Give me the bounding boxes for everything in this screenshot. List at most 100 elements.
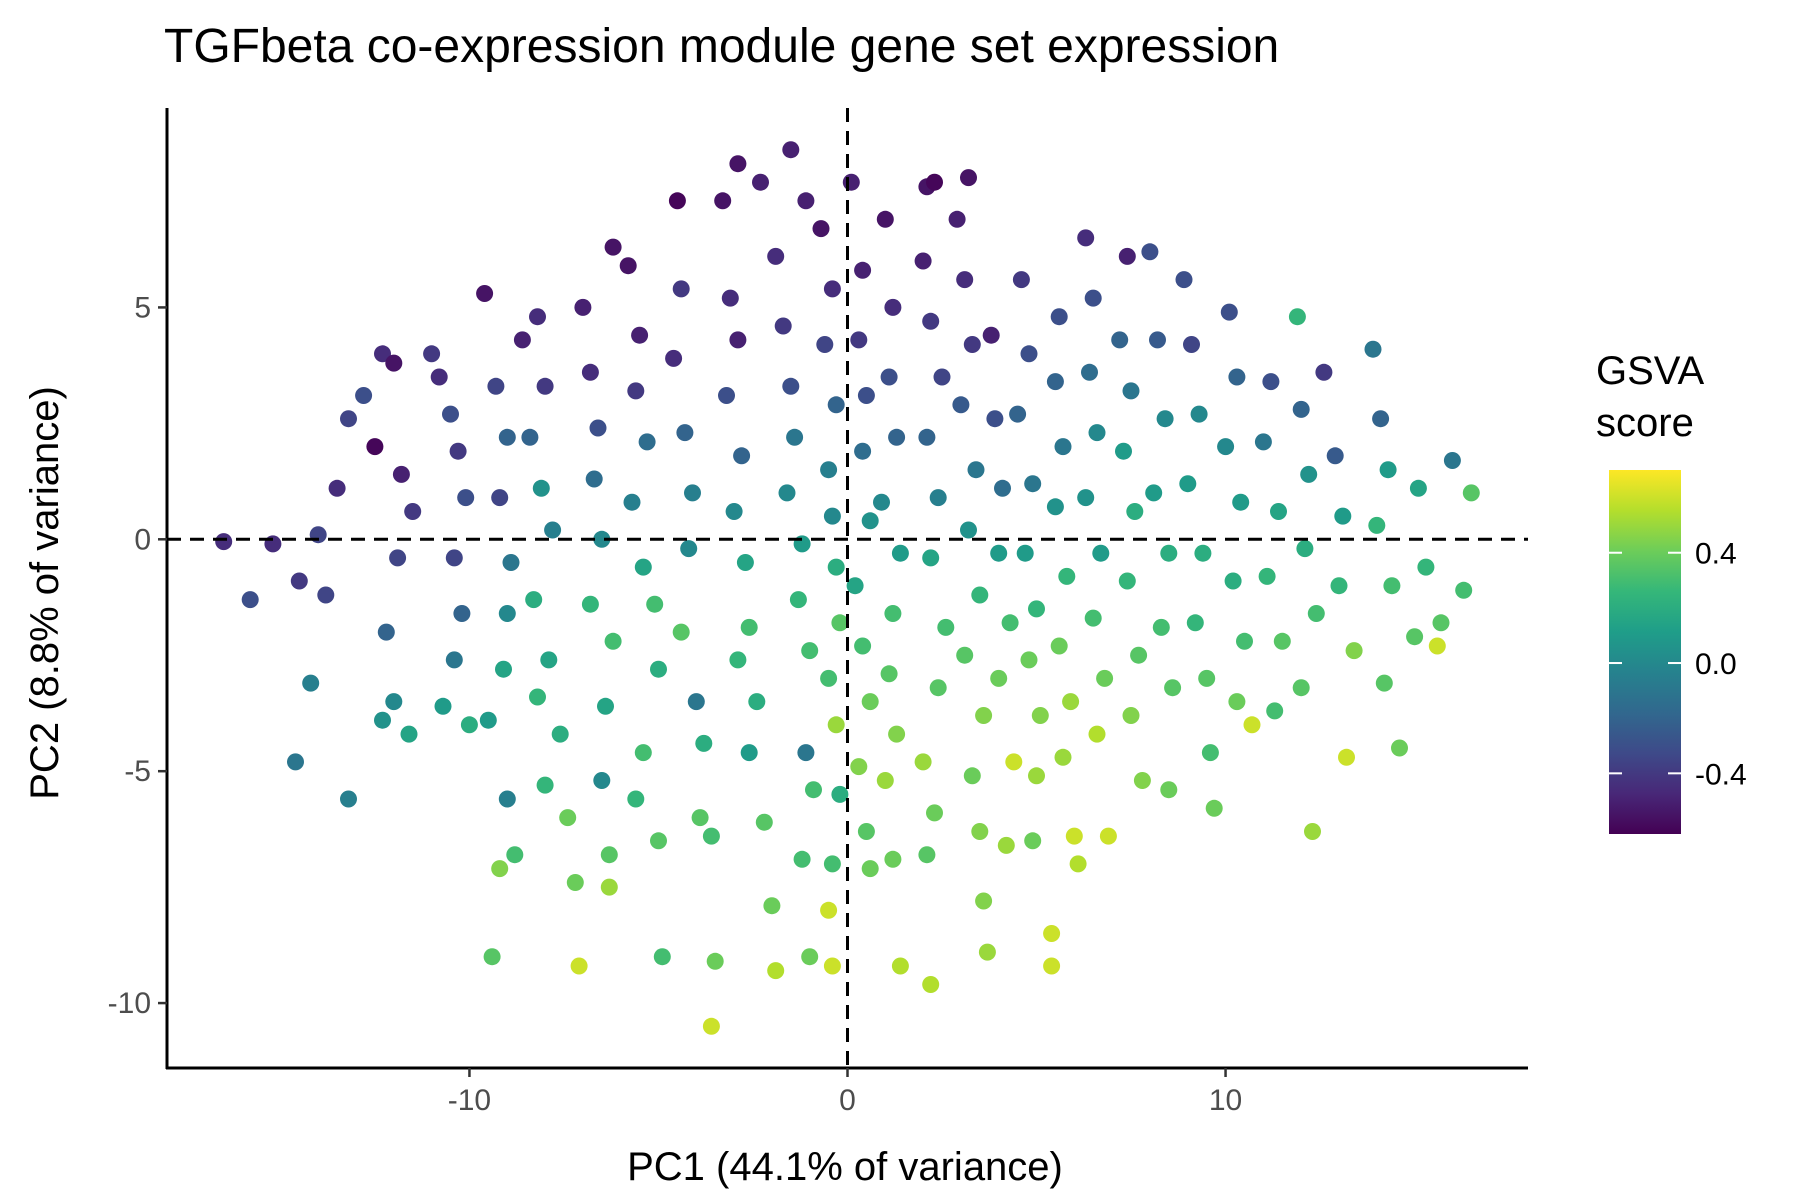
data-point-100 <box>725 503 743 520</box>
data-point-92 <box>702 827 720 845</box>
data-point-5 <box>317 586 335 604</box>
data-point-259 <box>1217 438 1235 456</box>
data-point-60 <box>589 419 607 437</box>
data-point-208 <box>1024 832 1042 850</box>
data-point-206 <box>1031 707 1049 724</box>
data-point-64 <box>604 632 622 650</box>
data-point-81 <box>653 948 671 966</box>
data-point-158 <box>880 665 898 683</box>
data-point-19 <box>385 693 403 711</box>
data-point-199 <box>1012 271 1030 289</box>
data-point-45 <box>529 308 546 326</box>
axes: -10 0 10 -10 -5 0 5 <box>108 108 1528 1117</box>
y-axis-title: PC2 (8.8% of variance) <box>23 386 67 800</box>
data-point-194 <box>990 544 1008 562</box>
data-point-101 <box>736 554 754 571</box>
data-point-32 <box>476 285 494 302</box>
data-point-293 <box>1406 628 1424 646</box>
data-point-243 <box>1145 484 1163 502</box>
data-point-233 <box>1122 382 1140 400</box>
data-point-291 <box>1409 479 1427 497</box>
data-point-232 <box>1111 331 1129 349</box>
data-point-195 <box>1001 614 1019 632</box>
color-legend: GSVA score -0.4 0.0 0.4 <box>1596 349 1747 834</box>
data-point-34 <box>498 428 516 446</box>
data-point-41 <box>506 846 524 864</box>
data-point-129 <box>820 461 838 479</box>
chart-title: TGFbeta co-expression module gene set ex… <box>164 20 1279 73</box>
data-point-135 <box>831 785 849 803</box>
data-point-86 <box>684 484 701 502</box>
data-point-112 <box>774 317 792 335</box>
data-point-28 <box>453 605 471 622</box>
data-point-139 <box>842 173 860 191</box>
data-point-109 <box>729 155 747 173</box>
data-point-152 <box>884 298 902 316</box>
data-point-297 <box>1455 581 1473 599</box>
data-point-182 <box>967 461 985 479</box>
data-point-31 <box>460 716 478 734</box>
data-point-53 <box>551 725 569 743</box>
data-point-202 <box>1024 475 1042 493</box>
data-point-43 <box>483 948 501 966</box>
colorbar-label: -0.4 <box>1695 758 1747 791</box>
legend-title-line-1: GSVA <box>1596 349 1705 393</box>
x-tick-label: -10 <box>448 1084 491 1117</box>
data-point-26 <box>457 489 475 507</box>
data-point-190 <box>978 943 996 961</box>
data-point-280 <box>1334 507 1352 525</box>
x-tick-label: 10 <box>1209 1084 1242 1117</box>
data-point-88 <box>672 623 690 641</box>
data-point-65 <box>597 697 614 715</box>
data-point-268 <box>1258 567 1276 585</box>
data-point-224 <box>1088 424 1106 442</box>
data-point-24 <box>442 405 459 423</box>
data-point-74 <box>623 493 641 511</box>
data-point-231 <box>1118 247 1136 265</box>
data-point-30 <box>434 697 452 715</box>
data-point-48 <box>532 479 550 497</box>
data-point-146 <box>854 637 872 655</box>
data-point-169 <box>929 489 947 507</box>
data-point-166 <box>922 312 940 330</box>
data-point-14 <box>385 354 403 372</box>
data-point-209 <box>1043 925 1061 942</box>
data-point-98 <box>718 387 735 404</box>
data-point-33 <box>487 377 505 395</box>
data-point-205 <box>1020 651 1038 669</box>
data-point-279 <box>1326 447 1344 465</box>
data-point-193 <box>994 479 1011 497</box>
data-point-108 <box>767 962 785 980</box>
data-point-175 <box>918 846 936 864</box>
data-point-138 <box>823 957 841 975</box>
data-point-237 <box>1130 646 1148 664</box>
data-point-107 <box>763 897 781 915</box>
data-point-17 <box>389 549 407 567</box>
data-point-274 <box>1296 540 1314 558</box>
data-point-221 <box>1077 229 1095 247</box>
data-point-295 <box>1443 452 1461 469</box>
data-point-7 <box>287 753 304 771</box>
data-point-294 <box>1428 637 1446 655</box>
data-point-246 <box>1164 679 1182 697</box>
data-point-156 <box>891 544 909 562</box>
data-point-239 <box>1133 772 1151 789</box>
data-point-207 <box>1028 767 1045 785</box>
data-point-113 <box>782 377 800 395</box>
data-point-25 <box>449 442 467 460</box>
data-point-89 <box>687 693 705 711</box>
data-point-273 <box>1300 465 1318 483</box>
data-point-80 <box>650 832 667 850</box>
data-point-161 <box>884 850 902 868</box>
data-point-76 <box>646 595 664 613</box>
legend-title-line-2: score <box>1596 401 1694 445</box>
data-point-264 <box>1243 716 1261 734</box>
data-point-198 <box>997 836 1015 854</box>
data-point-260 <box>1232 493 1250 511</box>
data-point-140 <box>854 261 872 279</box>
data-point-188 <box>971 823 989 840</box>
data-point-240 <box>1141 243 1159 261</box>
data-point-15 <box>392 465 410 483</box>
data-point-266 <box>1254 433 1272 451</box>
